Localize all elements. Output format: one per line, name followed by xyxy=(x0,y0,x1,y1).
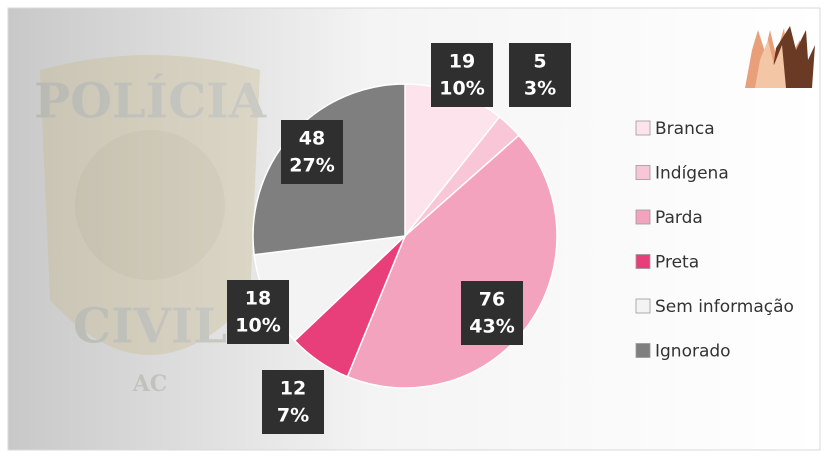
data-label: 10% xyxy=(235,315,280,337)
legend-swatch xyxy=(635,343,651,358)
data-label: 5 xyxy=(533,51,546,73)
legend-label: Parda xyxy=(655,208,703,228)
badge xyxy=(40,55,260,355)
data-label: 18 xyxy=(245,288,271,310)
watermark-text: POLÍCIA xyxy=(34,73,267,130)
data-label: 27% xyxy=(289,155,334,177)
watermark-text: CIVIL xyxy=(73,299,227,355)
legend-label: Sem informação xyxy=(655,297,794,317)
data-label: 12 xyxy=(280,378,306,400)
data-label-box xyxy=(509,43,571,107)
badge-seal xyxy=(75,130,225,280)
legend-label: Branca xyxy=(655,119,715,139)
watermark-text: AC xyxy=(132,371,168,397)
legend-swatch xyxy=(635,120,651,136)
data-label: 76 xyxy=(479,289,505,311)
watermark: POLÍCIA CIVIL AC xyxy=(34,55,267,397)
data-label: 19 xyxy=(449,51,475,73)
legend-swatch xyxy=(635,298,651,314)
data-label-box xyxy=(227,280,289,344)
data-label: 10% xyxy=(439,78,484,100)
hands-icon xyxy=(745,26,815,88)
data-label: 3% xyxy=(524,78,556,100)
legend-label: Indígena xyxy=(655,164,729,184)
legend-label: Ignorado xyxy=(655,342,731,362)
data-label: 43% xyxy=(469,316,514,338)
data-label: 7% xyxy=(277,405,309,427)
legend-swatch xyxy=(635,165,651,180)
data-label-box xyxy=(281,120,343,184)
data-label-box xyxy=(431,43,493,107)
legend-label: Preta xyxy=(655,253,699,273)
data-label-box xyxy=(461,281,523,345)
data-label: 48 xyxy=(299,128,325,150)
legend-swatch xyxy=(635,209,651,225)
data-label-box xyxy=(262,370,324,434)
legend-swatch xyxy=(635,254,651,269)
